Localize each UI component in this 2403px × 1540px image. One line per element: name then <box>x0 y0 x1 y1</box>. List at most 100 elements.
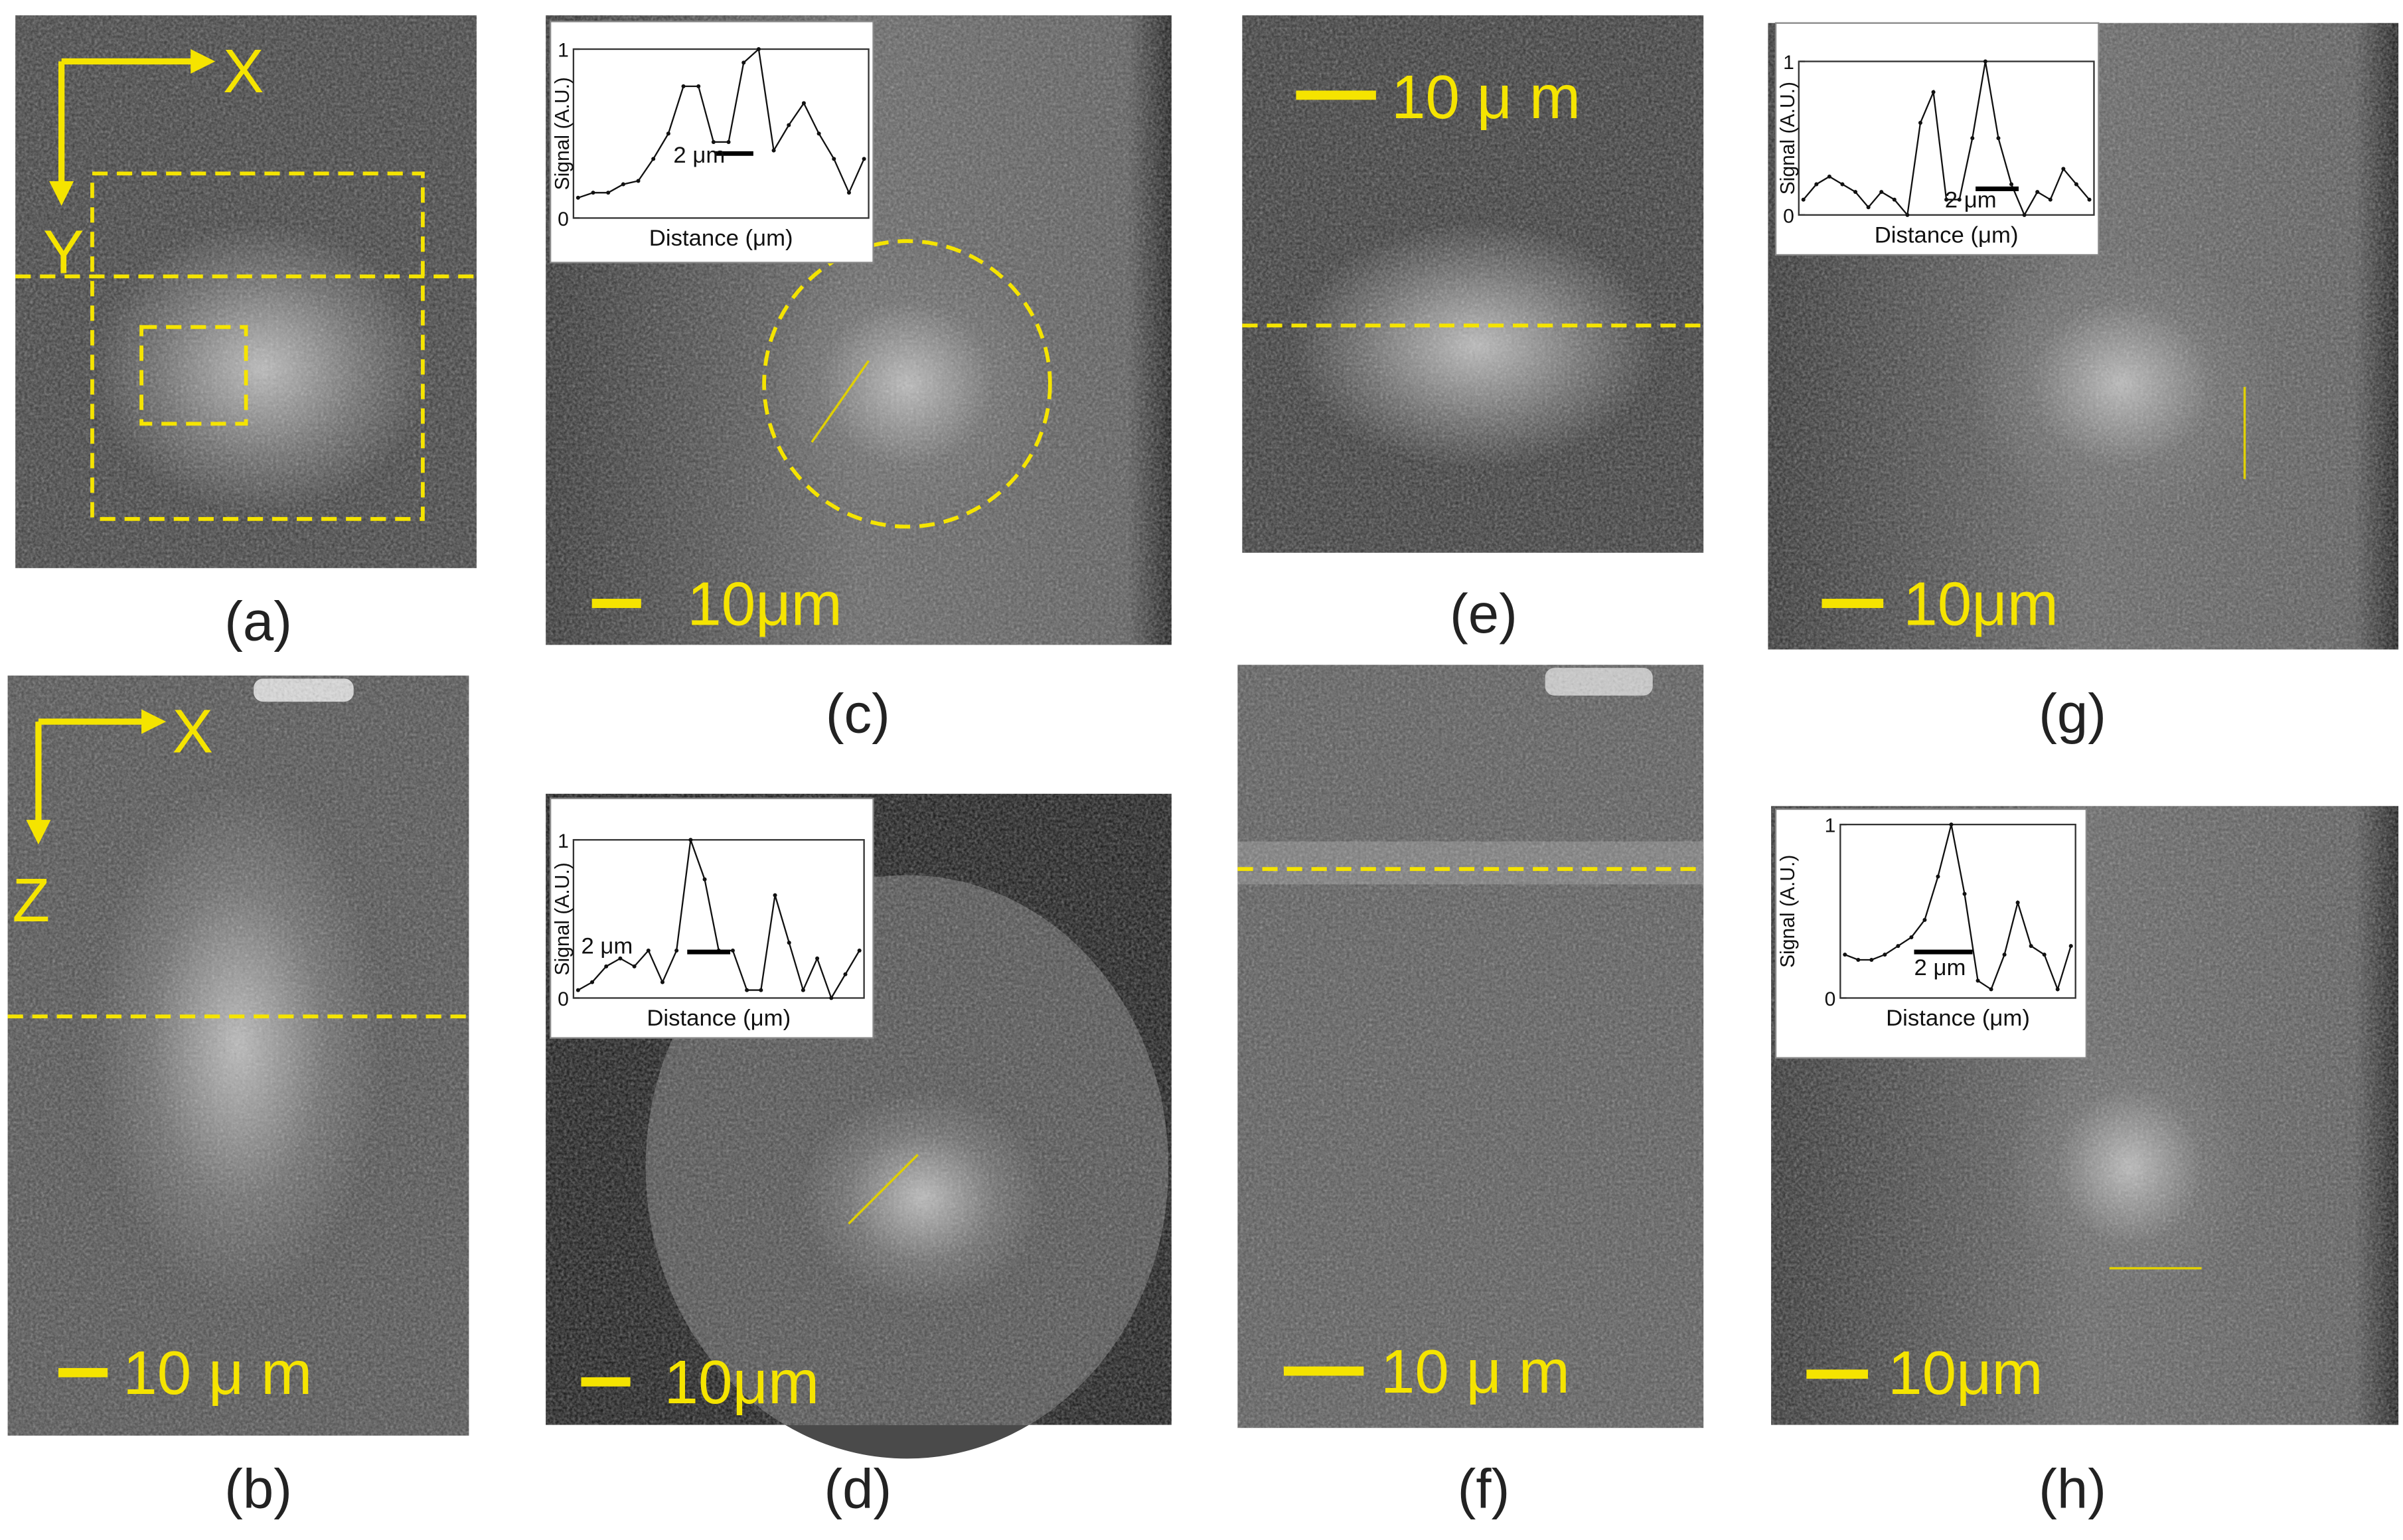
scale-bar-label: 10μm <box>687 569 842 638</box>
signal-point <box>829 996 834 1000</box>
signal-point <box>2009 182 2014 187</box>
signal-point <box>604 964 609 968</box>
signal-point <box>1869 957 1874 962</box>
signal-point <box>1883 953 1887 957</box>
scale-bar-label: 10μm <box>1903 569 2058 638</box>
signal-point <box>773 893 777 897</box>
y-tick-label: 0 <box>1783 205 1794 227</box>
y-axis-label: Signal (A.U.) <box>552 77 574 190</box>
y-tick-label: 1 <box>1783 52 1794 74</box>
signal-point <box>666 131 670 136</box>
signal-line <box>578 47 865 199</box>
signal-point <box>2061 167 2066 171</box>
signal-point <box>1931 90 1936 94</box>
signal-point <box>1892 197 1897 202</box>
signal-point <box>2048 197 2053 202</box>
signal-point <box>576 988 580 992</box>
signal-point <box>862 157 866 161</box>
overlays <box>7 49 2246 1387</box>
inset-plot: 0 1 Signal (A.U.) Distance (μm) 2 μm <box>549 21 874 264</box>
signal-point <box>651 157 656 161</box>
panel-label: (h) <box>2039 1458 2106 1519</box>
inset-plot: 0 1 Signal (A.U.) Distance (μm) 2 μm <box>1774 22 2100 256</box>
signal-point <box>660 980 665 984</box>
signal-point <box>816 131 821 136</box>
signal-point <box>1983 59 1987 64</box>
signal-point <box>2002 953 2007 957</box>
signal-point <box>2068 944 2073 949</box>
panel-label: (a) <box>224 591 292 653</box>
signal-point <box>696 84 701 89</box>
width-label: 2 μm <box>1914 955 1966 980</box>
signal-point <box>681 84 686 89</box>
signal-point <box>756 47 761 52</box>
axis-label: X <box>223 37 264 106</box>
signal-point <box>730 949 735 953</box>
signal-point <box>1856 957 1861 962</box>
signal-point <box>2087 197 2092 202</box>
signal-point <box>1970 136 1975 141</box>
signal-point <box>843 972 848 976</box>
signal-point <box>2022 212 2027 217</box>
y-tick-label: 1 <box>1825 815 1836 837</box>
inset-background <box>1774 22 2100 256</box>
signal-point <box>2042 953 2047 957</box>
signal-point <box>618 956 623 961</box>
y-tick-label: 0 <box>558 988 569 1010</box>
signal-point <box>1909 935 1914 940</box>
scale-bar-label: 10μm <box>664 1348 820 1417</box>
signal-point <box>636 179 641 183</box>
scale-bar-label: 10 μ m <box>1391 62 1581 131</box>
signal-point <box>1976 978 1980 983</box>
axis-label: X <box>172 696 213 765</box>
signal-point <box>1957 197 1962 202</box>
signal-point <box>646 949 651 953</box>
signal-point <box>1949 822 1954 827</box>
width-label: 2 μm <box>581 933 633 959</box>
signal-point <box>745 988 749 992</box>
signal-point <box>1944 197 1949 202</box>
signal-point <box>2015 900 2020 905</box>
signal-point <box>1922 917 1927 922</box>
signal-point <box>2035 190 2040 194</box>
signal-point <box>1866 205 1871 210</box>
signal-point <box>2029 944 2033 949</box>
x-axis-label: Distance (μm) <box>1875 222 2019 248</box>
panel-label: (f) <box>1458 1458 1510 1519</box>
signal-point <box>1814 182 1819 187</box>
signal-point <box>801 101 806 106</box>
inset-background <box>1774 808 2088 1059</box>
x-axis-label: Distance (μm) <box>649 226 793 251</box>
inset-plot: 0 1 Signal (A.U.) Distance (μm) 2 μm <box>1774 808 2088 1059</box>
signal-point <box>1905 212 1910 217</box>
signal-point <box>1962 891 1967 896</box>
panel-label: (g) <box>2039 682 2106 744</box>
scale-bar-label: 10 μ m <box>1381 1337 1570 1406</box>
signal-point <box>1827 174 1831 179</box>
signal-point <box>1936 874 1940 879</box>
y-tick-label: 1 <box>558 40 569 62</box>
signal-point <box>674 949 679 953</box>
x-axis-label: Distance (μm) <box>1886 1006 2030 1031</box>
y-axis-label: Signal (A.U.) <box>1777 82 1799 194</box>
signal-point <box>1996 136 2001 141</box>
inset-plot: 0 1 Signal (A.U.) Distance (μm) 2 μm <box>549 797 874 1039</box>
plot-frame <box>572 839 865 999</box>
image-c <box>546 15 1172 645</box>
signal-point <box>1843 953 1847 957</box>
signal-point <box>1879 190 1884 194</box>
panel-label: (e) <box>1450 583 1517 645</box>
panel-label: (c) <box>826 682 890 744</box>
scale-bar-label: 10 μ m <box>123 1338 312 1407</box>
signal-point <box>787 941 791 945</box>
axis-label: Z <box>13 866 50 935</box>
signal-point <box>1896 944 1900 949</box>
signal-point <box>632 964 637 968</box>
signal-point <box>688 838 693 842</box>
signal-point <box>2074 182 2078 187</box>
signal-point <box>2055 987 2060 992</box>
y-axis-label: Signal (A.U.) <box>552 862 574 975</box>
signal-point <box>702 877 707 882</box>
signal-point <box>621 182 625 187</box>
